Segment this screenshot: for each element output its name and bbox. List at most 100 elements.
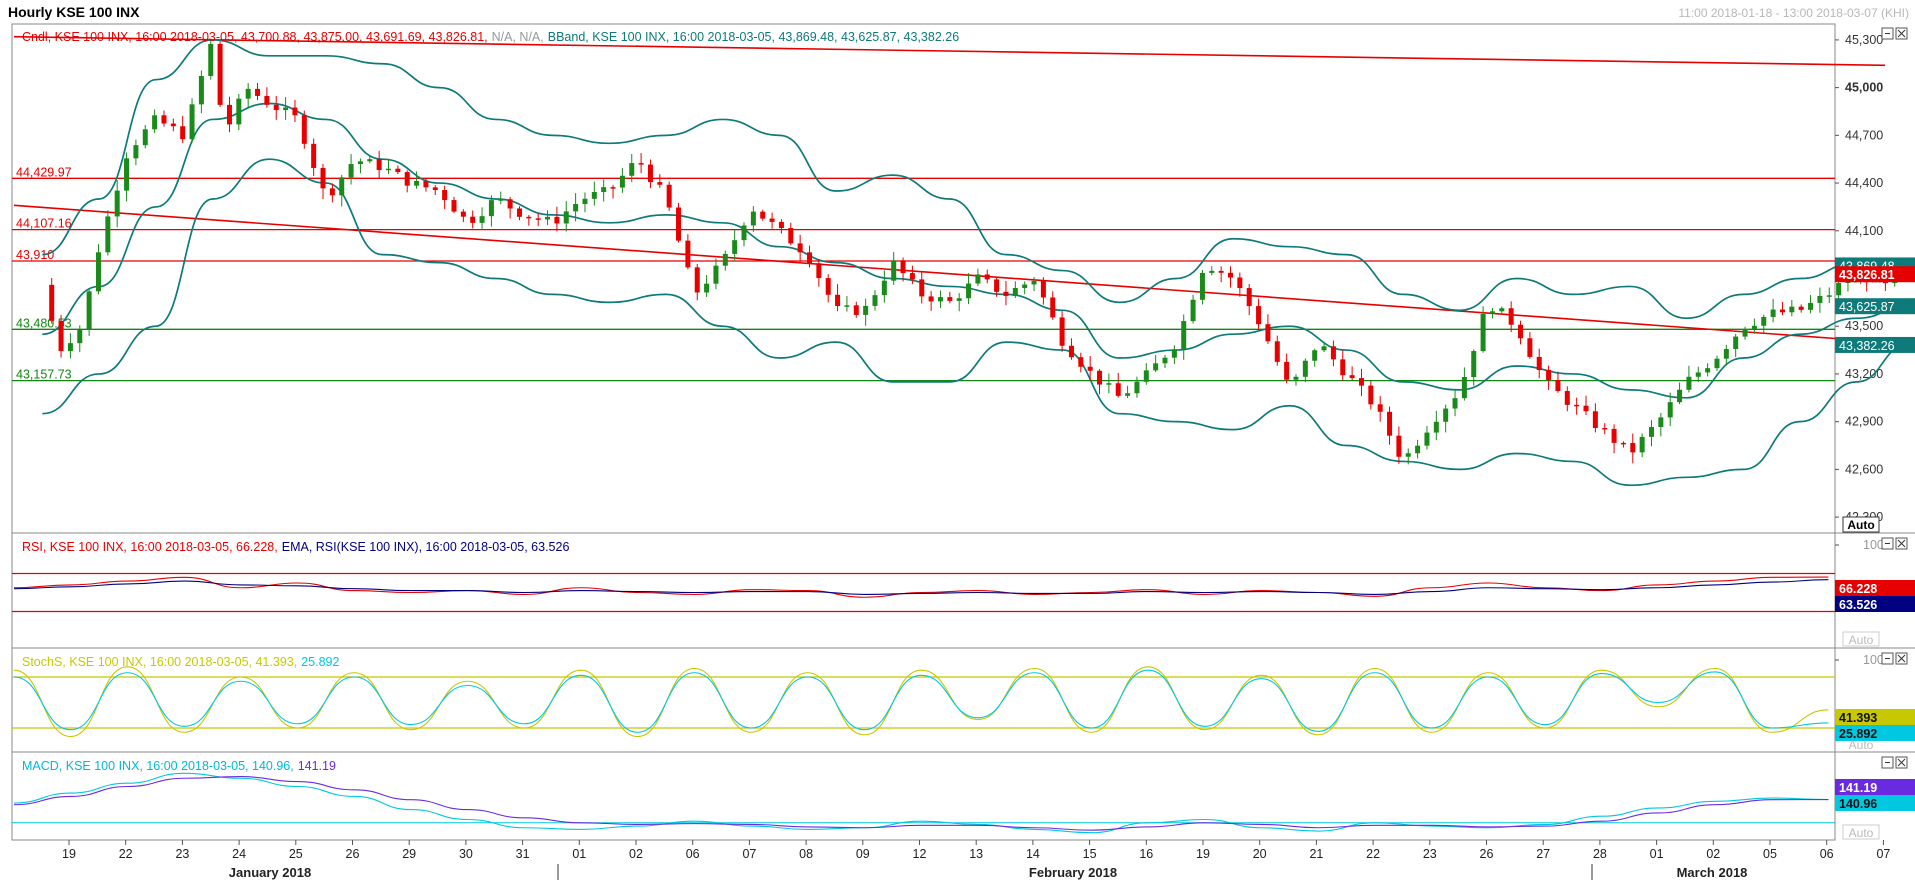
- macd-panel: 141.19 140.96: [12, 772, 1915, 834]
- price-auto-button-frame[interactable]: [1842, 516, 1880, 533]
- candle-body: [329, 188, 335, 196]
- candle-body: [1190, 299, 1196, 322]
- candle-body: [554, 216, 560, 224]
- rsi-panel-controls[interactable]: [1881, 537, 1908, 550]
- value-tag: [1835, 580, 1915, 596]
- stoch-auto-button[interactable]: Auto: [1849, 738, 1874, 752]
- value-tag: [1835, 725, 1915, 741]
- x-tick-label: 19: [62, 847, 76, 861]
- macd-panel-controls[interactable]: [1881, 756, 1908, 769]
- candle-body: [647, 164, 653, 183]
- bband-middle-line: [42, 102, 1908, 399]
- candle-body: [1826, 295, 1832, 297]
- x-tick-label: 22: [1366, 847, 1380, 861]
- candle-body: [1714, 358, 1720, 369]
- x-tick-label: 06: [686, 847, 700, 861]
- month-label: March 2018: [1677, 865, 1748, 880]
- month-label: January 2018: [229, 865, 311, 880]
- macd-auto-button-frame[interactable]: [1842, 824, 1880, 840]
- candle-body: [629, 163, 635, 176]
- candle-body: [545, 216, 551, 220]
- x-tick-label: 21: [1309, 847, 1323, 861]
- rsi-auto-button-frame[interactable]: [1842, 631, 1880, 647]
- candle-body: [1143, 370, 1149, 382]
- level-label: 43,157.73: [16, 368, 72, 382]
- candle-body: [1078, 357, 1084, 367]
- candle-body: [619, 175, 625, 188]
- candle-body: [881, 280, 887, 296]
- series-line: [13, 772, 1829, 834]
- candle-body: [610, 187, 616, 189]
- stoch-panel-controls[interactable]: [1881, 652, 1908, 665]
- candle-body: [208, 43, 214, 76]
- chart-title: Hourly KSE 100 INX: [8, 4, 140, 20]
- candle-body: [1723, 349, 1729, 359]
- candle-body: [1658, 417, 1664, 428]
- rsi-panel: 100 66.228 63.526: [12, 538, 1915, 613]
- candle-body: [1125, 393, 1131, 396]
- rsi-auto-button[interactable]: Auto: [1842, 631, 1880, 647]
- candle-body: [1330, 346, 1336, 360]
- x-tick-label: 30: [459, 847, 473, 861]
- candle-body: [1256, 306, 1262, 325]
- candle-body: [1012, 288, 1018, 296]
- y-tick-label: 100: [1863, 653, 1884, 667]
- value-tag: [1835, 779, 1915, 795]
- candle-body: [1779, 309, 1785, 313]
- candle-body: [1246, 288, 1252, 307]
- candle-body: [189, 104, 195, 140]
- price-panel-controls[interactable]: [1881, 27, 1908, 40]
- candle-body: [1836, 283, 1842, 296]
- candle-body: [1798, 306, 1804, 310]
- macd-auto-button[interactable]: Auto: [1842, 824, 1880, 840]
- x-tick-label: 22: [119, 847, 133, 861]
- candle-body: [937, 297, 943, 302]
- price-auto-button[interactable]: Auto: [1842, 516, 1880, 533]
- candle-body: [1817, 295, 1823, 303]
- y-tick-label: 43,500: [1845, 319, 1883, 333]
- candle-body: [872, 295, 878, 306]
- x-axis: 19 22 23 24 25 26 29 30 31 01 02 06 07 08 09 12 13 14 15 16…: [62, 840, 1890, 880]
- x-tick-label: 29: [402, 847, 416, 861]
- candle-body: [1171, 349, 1177, 358]
- candle-body: [1059, 317, 1065, 346]
- candle-body: [1227, 272, 1233, 278]
- candle-body: [741, 225, 747, 241]
- candle-body: [563, 211, 569, 224]
- candle-body: [311, 143, 317, 168]
- y-tick-label: 45,300: [1845, 33, 1883, 47]
- candle-body: [1153, 363, 1159, 371]
- candle-body: [507, 199, 513, 209]
- candle-body: [1274, 341, 1280, 362]
- value-tag: [1835, 298, 1915, 315]
- candle-body: [414, 180, 420, 186]
- candle-body: [797, 243, 803, 253]
- candle-body: [535, 218, 541, 220]
- candle-body: [1667, 402, 1673, 418]
- candle-body: [1218, 270, 1224, 273]
- stoch-auto-label: Auto: [1849, 738, 1874, 752]
- candle-body: [919, 279, 925, 297]
- candle-body: [1705, 368, 1711, 373]
- series-line: [13, 579, 1829, 595]
- candle-body: [348, 164, 354, 178]
- value-tag-label: 66.228: [1839, 582, 1877, 596]
- series-line: [13, 666, 1829, 738]
- candle-body: [526, 216, 532, 219]
- candle-body: [1377, 404, 1383, 412]
- candle-body: [376, 159, 382, 171]
- bband-upper-line: [42, 39, 1908, 320]
- candle-body: [1106, 383, 1112, 385]
- price-auto-label: Auto: [1847, 518, 1874, 532]
- value-tag-label: 43,826.81: [1839, 268, 1895, 282]
- candle-body: [900, 260, 906, 274]
- candle-body: [1349, 375, 1355, 379]
- candle-body: [1368, 385, 1374, 405]
- candle-body: [1489, 311, 1495, 315]
- candle-body: [1181, 321, 1187, 350]
- close-icon-glyph: [1897, 654, 1906, 663]
- x-tick-label: 02: [1706, 847, 1720, 861]
- x-tick-label: 07: [742, 847, 756, 861]
- candle-body: [1602, 427, 1608, 430]
- candle-body: [994, 279, 1000, 292]
